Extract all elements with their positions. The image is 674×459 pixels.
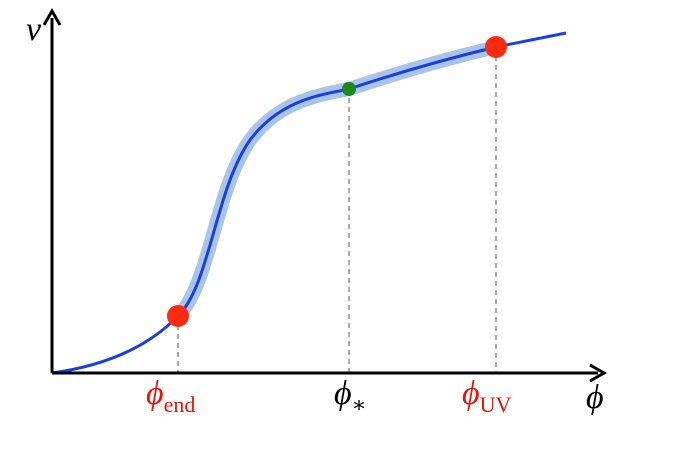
marker-symbol: ϕ	[146, 375, 164, 412]
y-axis-arrow	[42, 7, 62, 26]
marker-subscript: ∗	[352, 392, 367, 417]
curve-highlight	[171, 40, 503, 323]
point-uv	[485, 36, 507, 58]
marker-label: ϕend	[146, 375, 195, 417]
marker-label: ϕUV	[462, 375, 511, 417]
marker-label: ϕ∗	[334, 375, 367, 417]
y-axis-label: v	[26, 11, 42, 48]
x-axis-arrow	[589, 363, 608, 383]
potential-curve	[51, 31, 567, 375]
marker-symbol: ϕ	[462, 375, 480, 412]
point-star	[342, 82, 356, 96]
marker-subscript: end	[164, 392, 196, 417]
marker-symbol: ϕ	[334, 375, 352, 412]
marker-subscript: UV	[480, 392, 512, 417]
x-axis-label: ϕ	[586, 379, 604, 416]
point-end	[167, 305, 189, 327]
